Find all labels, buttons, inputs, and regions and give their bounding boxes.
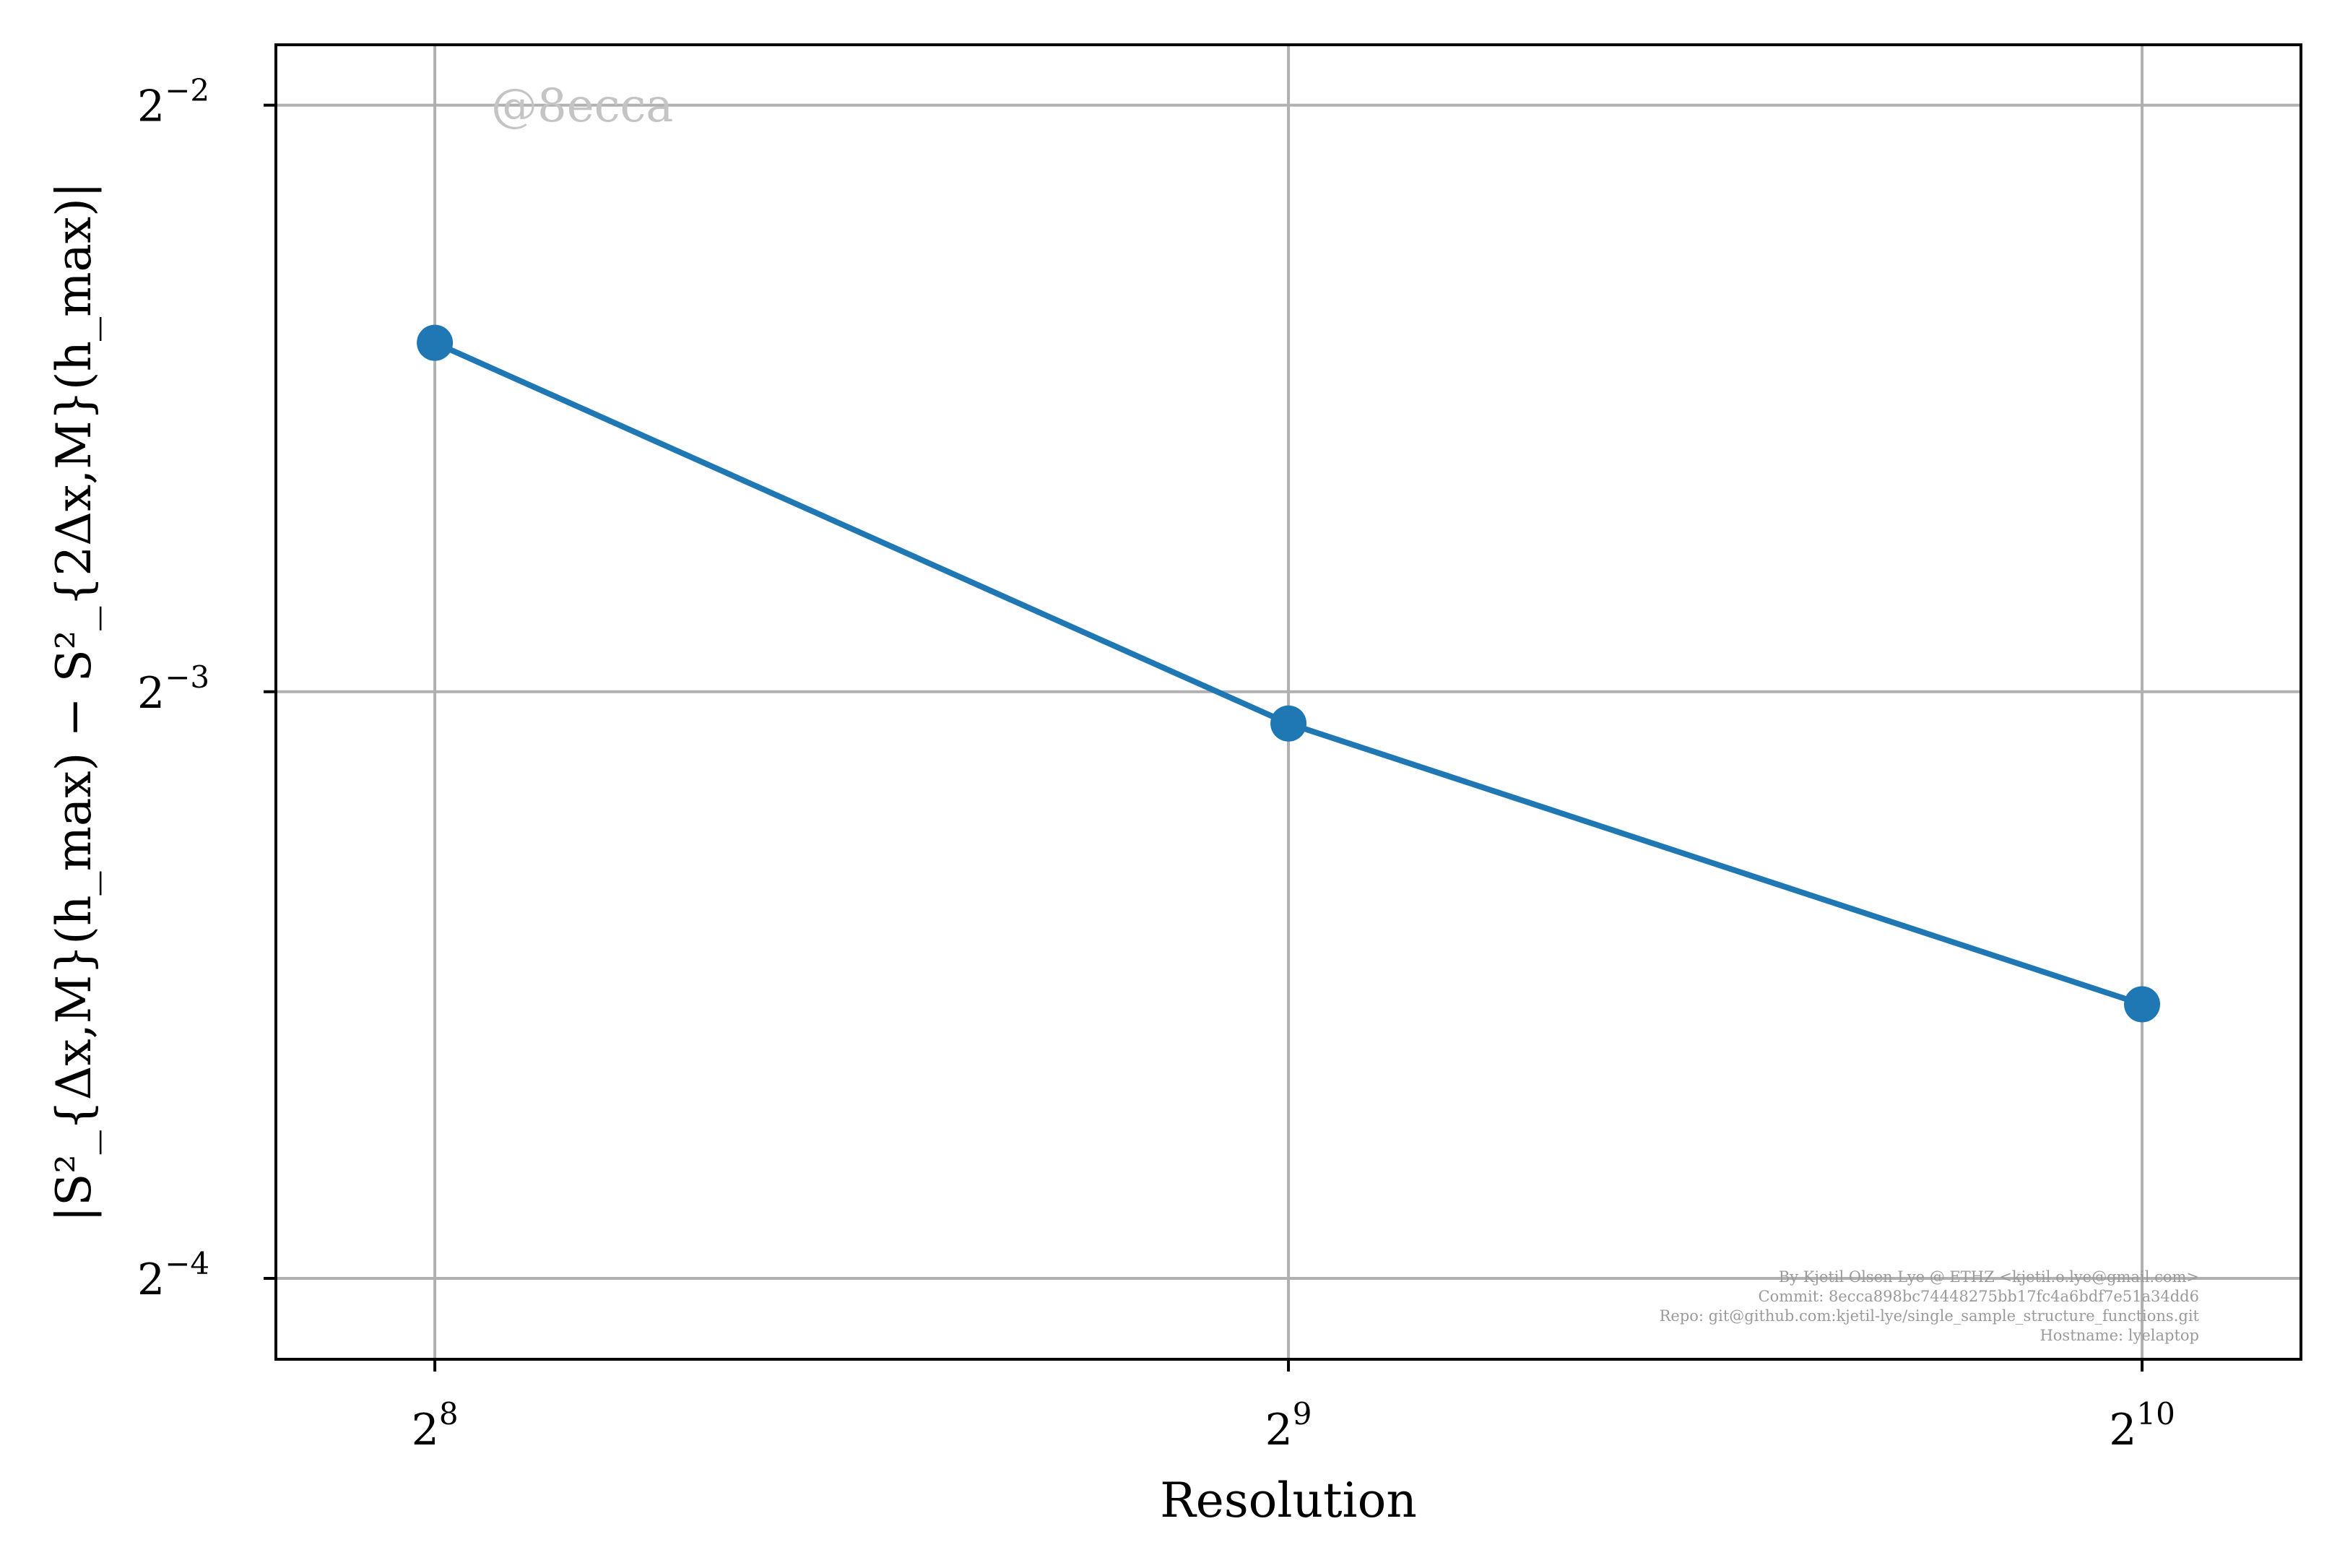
y-tick-label: 2−2 — [137, 73, 209, 132]
data-point — [1270, 705, 1307, 742]
x-tick-label: 28 — [412, 1396, 459, 1455]
data-point — [417, 324, 454, 361]
x-tick-base: 2 — [412, 1405, 439, 1455]
y-tick-base: 2 — [137, 1255, 165, 1305]
credit-line: By Kjetil Olsen Lye @ ETHZ <kjetil.o.lye… — [1779, 1268, 2199, 1286]
y-tick-base: 2 — [137, 82, 165, 132]
x-tick-exponent: 9 — [1293, 1396, 1312, 1431]
credits: By Kjetil Olsen Lye @ ETHZ <kjetil.o.lye… — [1660, 1268, 2200, 1344]
x-tick-exponent: 8 — [439, 1396, 459, 1431]
x-tick-label: 29 — [1265, 1396, 1312, 1455]
y-tick-label: 2−3 — [137, 659, 209, 719]
x-tick-base: 2 — [1265, 1405, 1293, 1455]
y-tick-label: 2−4 — [137, 1246, 209, 1305]
y-axis-label: |S²_{Δx,M}(h_max) − S²_{2Δx,M}(h_max)| — [46, 182, 102, 1222]
credit-line: Commit: 8ecca898bc74448275bb17fc4a6bdf7e… — [1759, 1288, 2200, 1305]
y-ticks: 2−22−32−4 — [137, 73, 276, 1305]
y-tick-exponent: −2 — [165, 73, 209, 108]
grid — [276, 45, 2301, 1359]
watermark: @8ecca — [491, 79, 673, 133]
credit-line: Repo: git@github.com:kjetil-lye/single_s… — [1660, 1307, 2200, 1325]
x-tick-base: 2 — [2109, 1405, 2136, 1455]
data-point — [2124, 986, 2161, 1023]
x-ticks: 28 29 210 — [412, 1359, 2175, 1455]
x-tick-label: 210 — [2109, 1396, 2175, 1455]
x-tick-exponent: 10 — [2136, 1396, 2175, 1431]
y-tick-base: 2 — [137, 668, 165, 719]
x-axis-label: Resolution — [1160, 1473, 1417, 1528]
credit-line: Hostname: lyelaptop — [2040, 1327, 2199, 1344]
series — [417, 324, 2161, 1023]
y-tick-exponent: −3 — [165, 659, 209, 695]
y-tick-exponent: −4 — [165, 1246, 209, 1281]
